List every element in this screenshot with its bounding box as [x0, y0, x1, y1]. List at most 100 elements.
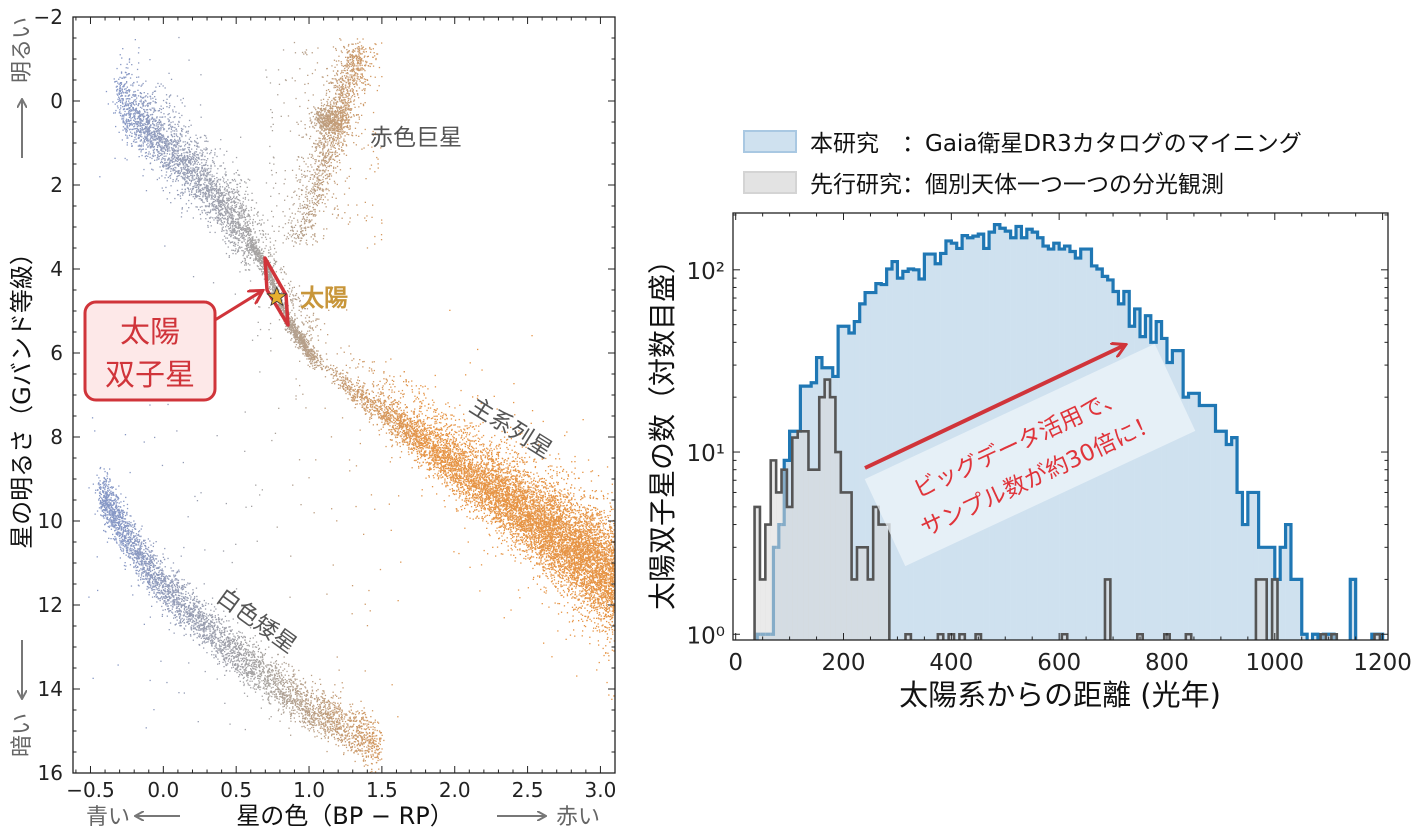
cmd-star-point — [605, 595, 606, 596]
cmd-star-point — [201, 162, 202, 163]
cmd-star-point — [605, 645, 606, 646]
cmd-star-point — [466, 460, 467, 461]
cmd-star-point — [616, 604, 617, 605]
cmd-star-point — [408, 454, 409, 455]
cmd-star-point — [307, 331, 308, 332]
cmd-star-point — [145, 149, 146, 150]
cmd-star-point — [443, 445, 444, 446]
cmd-star-point — [618, 600, 619, 601]
cmd-star-point — [616, 613, 617, 614]
cmd-star-point — [576, 586, 577, 587]
cmd-star-point — [618, 522, 619, 523]
cmd-star-point — [633, 639, 634, 640]
cmd-star-point — [483, 435, 484, 436]
cmd-star-point — [182, 102, 183, 103]
cmd-star-point — [394, 434, 395, 435]
cmd-star-point — [626, 577, 627, 578]
cmd-star-point — [632, 568, 633, 569]
cmd-star-point — [633, 582, 634, 583]
cmd-star-point — [371, 418, 372, 419]
cmd-star-point — [632, 563, 633, 564]
cmd-star-point — [152, 98, 153, 99]
cmd-star-point — [634, 554, 635, 555]
cmd-star-point — [496, 528, 497, 529]
cmd-star-point — [562, 569, 563, 570]
cmd-star-point — [266, 182, 267, 183]
cmd-star-point — [625, 642, 626, 643]
cmd-star-point — [636, 655, 637, 656]
cmd-star-point — [270, 350, 271, 351]
cmd-star-point — [624, 579, 625, 580]
cmd-star-point — [622, 562, 623, 563]
cmd-star-point — [624, 584, 625, 585]
cmd-star-point — [196, 186, 197, 187]
cmd-star-point — [624, 562, 625, 563]
cmd-star-point — [262, 266, 263, 267]
cmd-star-point — [625, 641, 626, 642]
cmd-star-point — [545, 587, 546, 588]
cmd-star-point — [551, 465, 552, 466]
cmd-star-point — [610, 558, 611, 559]
cmd-star-point — [527, 481, 528, 482]
cmd-star-point — [234, 205, 235, 206]
cmd-star-point — [633, 627, 634, 628]
cmd-star-point — [635, 609, 636, 610]
cmd-star-point — [291, 220, 292, 221]
cmd-star-point — [441, 441, 442, 442]
cmd-star-point — [612, 509, 613, 510]
cmd-star-point — [618, 591, 619, 592]
cmd-star-point — [453, 425, 454, 426]
cmd-star-point — [196, 175, 197, 176]
cmd-star-point — [618, 561, 619, 562]
cmd-star-point — [417, 397, 418, 398]
cmd-star-point — [460, 449, 461, 450]
cmd-star-point — [570, 519, 571, 520]
cmd-star-point — [428, 427, 429, 428]
cmd-star-point — [440, 435, 441, 436]
cmd-star-point — [513, 402, 514, 403]
cmd-star-point — [627, 544, 628, 545]
cmd-star-point — [631, 555, 632, 556]
cmd-star-point — [486, 528, 487, 529]
cmd-star-point — [623, 587, 624, 588]
cmd-star-point — [622, 638, 623, 639]
cmd-star-point — [494, 449, 495, 450]
cmd-star-point — [147, 103, 148, 104]
cmd-star-point — [376, 395, 377, 396]
cmd-star-point — [418, 423, 419, 424]
cmd-star-point — [470, 502, 471, 503]
cmd-star-point — [491, 523, 492, 524]
cmd-star-point — [149, 132, 150, 133]
cmd-star-point — [620, 605, 621, 606]
cmd-star-point — [199, 152, 200, 153]
cmd-star-point — [630, 570, 631, 571]
cmd-star-point — [617, 562, 618, 563]
cmd-star-point — [634, 538, 635, 539]
cmd-star-point — [259, 230, 260, 231]
cmd-star-point — [621, 584, 622, 585]
cmd-star-point — [462, 499, 463, 500]
cmd-star-point — [478, 504, 479, 505]
cmd-star-point — [547, 538, 548, 539]
cmd-star-point — [477, 452, 478, 453]
cmd-star-point — [194, 140, 195, 141]
cmd-star-point — [156, 117, 157, 118]
cmd-star-point — [505, 527, 506, 528]
cmd-star-point — [631, 583, 632, 584]
cmd-star-point — [135, 142, 136, 143]
cmd-star-point — [598, 626, 599, 627]
cmd-star-point — [587, 543, 588, 544]
cmd-star-point — [630, 627, 631, 628]
cmd-star-point — [414, 427, 415, 428]
cmd-star-point — [513, 475, 514, 476]
cmd-star-point — [189, 156, 190, 157]
cmd-star-point — [550, 571, 551, 572]
cmd-star-point — [626, 544, 627, 545]
cmd-star-point — [392, 445, 393, 446]
cmd-star-point — [409, 420, 410, 421]
cmd-star-point — [570, 555, 571, 556]
cmd-star-point — [613, 596, 614, 597]
cmd-star-point — [535, 546, 536, 547]
cmd-star-point — [440, 452, 441, 453]
cmd-star-point — [381, 415, 382, 416]
